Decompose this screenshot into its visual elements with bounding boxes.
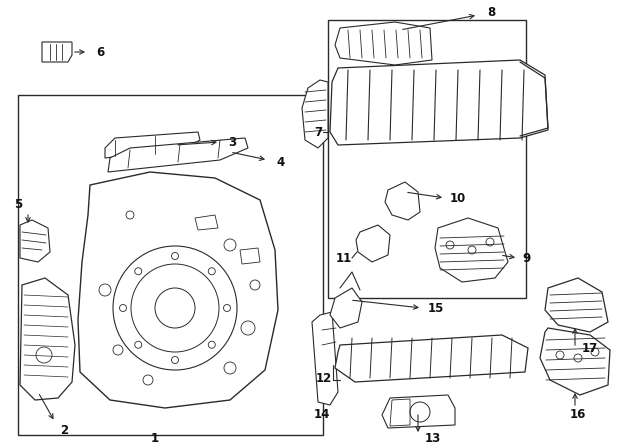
- Circle shape: [120, 305, 127, 311]
- Polygon shape: [78, 172, 278, 408]
- Polygon shape: [330, 60, 548, 145]
- Circle shape: [135, 341, 141, 348]
- Text: 9: 9: [522, 251, 531, 264]
- Polygon shape: [335, 22, 432, 65]
- Polygon shape: [20, 278, 75, 400]
- Polygon shape: [20, 220, 50, 262]
- Text: 5: 5: [14, 198, 22, 211]
- Polygon shape: [382, 395, 455, 428]
- Circle shape: [172, 357, 179, 363]
- Polygon shape: [540, 328, 610, 395]
- Polygon shape: [545, 278, 608, 332]
- Polygon shape: [302, 80, 328, 148]
- Polygon shape: [385, 182, 420, 220]
- Text: 6: 6: [96, 46, 104, 59]
- Text: 7: 7: [314, 125, 322, 138]
- Polygon shape: [105, 132, 200, 158]
- Text: 8: 8: [487, 7, 495, 20]
- Polygon shape: [42, 42, 72, 62]
- Circle shape: [208, 268, 215, 275]
- Polygon shape: [108, 138, 248, 172]
- Polygon shape: [330, 288, 362, 328]
- Circle shape: [223, 305, 230, 311]
- Polygon shape: [356, 225, 390, 262]
- Bar: [328, 20, 526, 298]
- Circle shape: [172, 253, 179, 259]
- Polygon shape: [240, 248, 260, 264]
- Polygon shape: [390, 399, 410, 426]
- Circle shape: [208, 341, 215, 348]
- Polygon shape: [195, 215, 218, 230]
- Polygon shape: [335, 335, 528, 382]
- Bar: [18, 95, 323, 435]
- Text: 11: 11: [336, 251, 352, 264]
- Text: 15: 15: [428, 302, 444, 314]
- Polygon shape: [312, 312, 338, 405]
- Text: 2: 2: [60, 423, 68, 436]
- Circle shape: [135, 268, 141, 275]
- Text: 1: 1: [151, 431, 159, 444]
- Text: 13: 13: [425, 431, 441, 444]
- Text: 10: 10: [450, 191, 467, 204]
- Text: 14: 14: [314, 409, 330, 422]
- Text: 4: 4: [276, 155, 284, 168]
- Text: 12: 12: [316, 371, 332, 384]
- Text: 16: 16: [570, 409, 586, 422]
- Text: 3: 3: [228, 135, 236, 148]
- Text: 17: 17: [582, 341, 598, 354]
- Polygon shape: [435, 218, 508, 282]
